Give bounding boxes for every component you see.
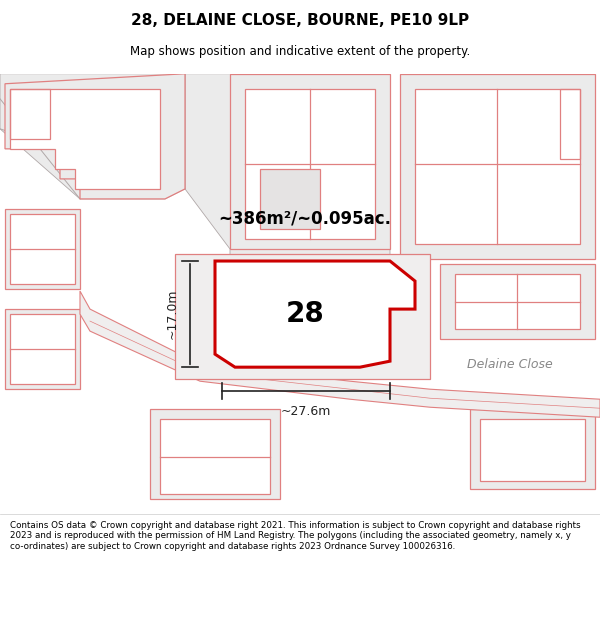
Polygon shape [440,264,595,339]
Polygon shape [150,409,280,499]
Text: 28, DELAINE CLOSE, BOURNE, PE10 9LP: 28, DELAINE CLOSE, BOURNE, PE10 9LP [131,13,469,28]
Text: Contains OS data © Crown copyright and database right 2021. This information is : Contains OS data © Crown copyright and d… [10,521,581,551]
Polygon shape [5,309,80,389]
Polygon shape [175,254,430,379]
Polygon shape [470,409,595,489]
Polygon shape [400,74,595,259]
Polygon shape [0,74,185,199]
Polygon shape [455,274,580,329]
Polygon shape [80,291,600,418]
Polygon shape [245,89,375,239]
Polygon shape [260,169,320,229]
Text: ~17.0m: ~17.0m [166,289,179,339]
Polygon shape [10,214,75,284]
Text: ~27.6m: ~27.6m [281,405,331,418]
Polygon shape [215,261,415,367]
Polygon shape [480,419,585,481]
Text: 28: 28 [286,300,325,328]
Polygon shape [5,74,185,199]
Polygon shape [10,314,75,384]
Polygon shape [415,89,580,244]
Polygon shape [230,74,390,249]
Polygon shape [160,419,270,494]
Text: Map shows position and indicative extent of the property.: Map shows position and indicative extent… [130,45,470,58]
Text: ~386m²/~0.095ac.: ~386m²/~0.095ac. [218,210,392,228]
Polygon shape [10,89,160,189]
Polygon shape [185,74,390,269]
Polygon shape [5,209,80,289]
Text: Delaine Close: Delaine Close [467,357,553,371]
